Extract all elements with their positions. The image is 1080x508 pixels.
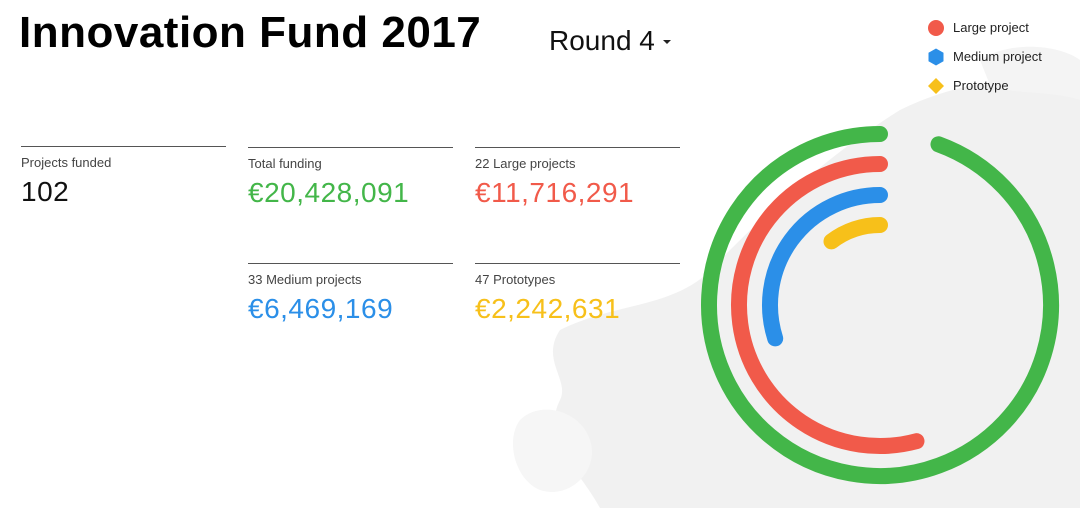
- stat-label: 22 Large projects: [475, 156, 576, 171]
- stat-label: Projects funded: [21, 155, 112, 170]
- stat-large-projects: 22 Large projects €11,716,291: [475, 147, 680, 209]
- stat-prototypes: 47 Prototypes €2,242,631: [475, 263, 680, 325]
- stat-value: €11,716,291: [475, 177, 635, 208]
- radial-bar-chart: [701, 126, 1059, 484]
- legend-item-medium: Medium project: [926, 42, 1042, 71]
- ring-bar-prototype: [823, 217, 888, 250]
- chart-legend: Large project Medium project Prototype: [926, 13, 1042, 100]
- legend-label: Medium project: [953, 49, 1042, 64]
- legend-item-prototype: Prototype: [926, 71, 1042, 100]
- stat-label: 33 Medium projects: [248, 272, 362, 287]
- stat-value: €20,428,091: [248, 177, 410, 208]
- ring-bar-large-project: [731, 156, 925, 454]
- ring-bar-medium-project: [762, 187, 888, 347]
- stat-medium-projects: 33 Medium projects €6,469,169: [248, 263, 453, 325]
- legend-item-large: Large project: [926, 13, 1042, 42]
- stat-value: €6,469,169: [248, 293, 394, 324]
- stat-total-funding: Total funding €20,428,091: [248, 147, 453, 209]
- ring-bar-total-funding: [701, 126, 1059, 484]
- stat-value: 102: [21, 176, 70, 207]
- diamond-icon: [928, 77, 944, 94]
- stat-projects-funded: Projects funded 102: [21, 146, 226, 208]
- stat-label: Total funding: [248, 156, 322, 171]
- caret-down-icon: [662, 40, 671, 44]
- legend-label: Large project: [953, 20, 1029, 35]
- round-dropdown[interactable]: Round 4: [549, 25, 671, 57]
- stat-label: 47 Prototypes: [475, 272, 556, 287]
- page-title: Innovation Fund 2017: [19, 8, 482, 57]
- circle-icon: [928, 19, 944, 36]
- hexagon-icon: [928, 48, 944, 65]
- legend-label: Prototype: [953, 78, 1009, 93]
- round-dropdown-label: Round 4: [549, 25, 655, 56]
- stat-value: €2,242,631: [475, 293, 621, 324]
